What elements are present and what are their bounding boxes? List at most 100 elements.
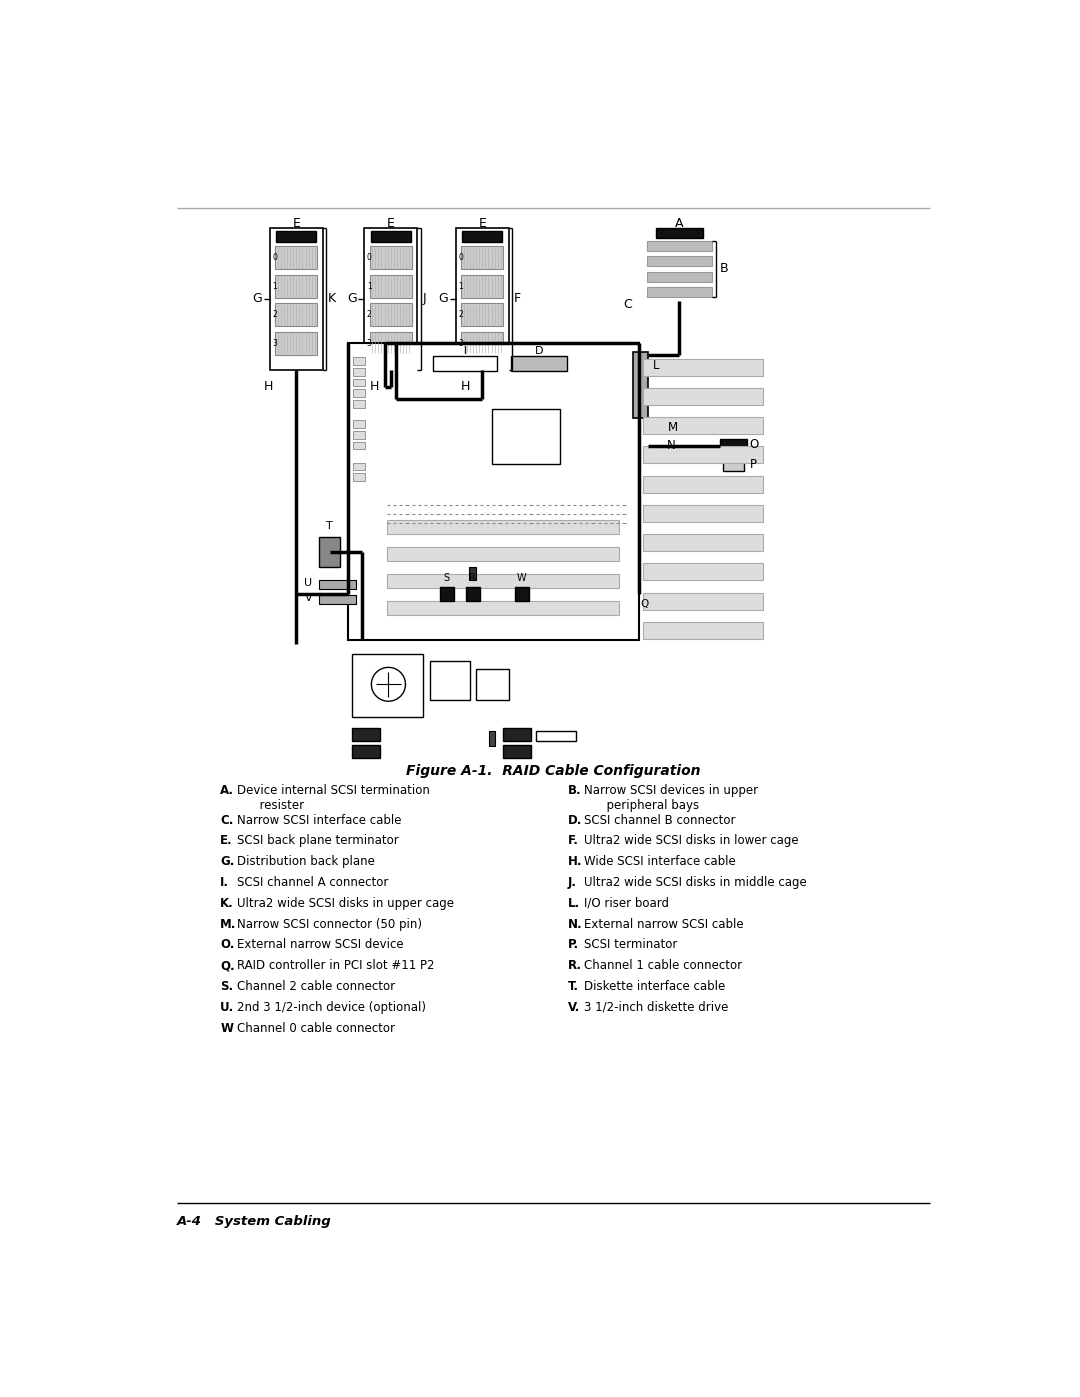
Text: V: V bbox=[305, 594, 312, 604]
Text: 2nd 3 1/2-inch device (optional): 2nd 3 1/2-inch device (optional) bbox=[238, 1000, 427, 1014]
Bar bbox=[353, 474, 365, 481]
Bar bbox=[656, 228, 703, 237]
Text: O: O bbox=[750, 439, 759, 451]
Bar bbox=[353, 358, 365, 365]
Bar bbox=[319, 538, 340, 567]
Bar bbox=[503, 728, 531, 742]
Bar bbox=[643, 388, 762, 405]
Bar bbox=[643, 622, 762, 638]
Bar bbox=[352, 745, 380, 759]
Text: H: H bbox=[264, 380, 273, 393]
Bar bbox=[461, 275, 503, 298]
Text: I.: I. bbox=[220, 876, 229, 888]
Bar bbox=[465, 587, 480, 601]
Bar bbox=[387, 574, 619, 588]
Bar bbox=[643, 534, 762, 550]
Bar bbox=[430, 661, 470, 700]
Text: Q.: Q. bbox=[220, 960, 234, 972]
Text: K.: K. bbox=[220, 897, 234, 909]
Bar bbox=[643, 359, 762, 376]
Bar bbox=[647, 256, 713, 267]
Text: B.: B. bbox=[567, 784, 581, 796]
Bar bbox=[348, 344, 638, 640]
Text: N: N bbox=[666, 439, 675, 453]
Text: Wide SCSI interface cable: Wide SCSI interface cable bbox=[584, 855, 737, 869]
Bar bbox=[270, 228, 323, 370]
Text: D.: D. bbox=[567, 813, 582, 827]
Bar bbox=[387, 520, 619, 534]
Text: G.: G. bbox=[220, 855, 234, 869]
Text: Channel 0 cable connector: Channel 0 cable connector bbox=[238, 1021, 395, 1035]
Text: G: G bbox=[438, 292, 448, 305]
Text: Ultra2 wide SCSI disks in upper cage: Ultra2 wide SCSI disks in upper cage bbox=[238, 897, 455, 909]
Bar bbox=[724, 461, 744, 471]
Text: Device internal SCSI termination
      resister: Device internal SCSI termination resiste… bbox=[238, 784, 430, 812]
Bar bbox=[462, 231, 502, 242]
Bar bbox=[456, 228, 509, 370]
Bar bbox=[647, 271, 713, 282]
Text: 1: 1 bbox=[367, 282, 372, 291]
Text: Narrow SCSI interface cable: Narrow SCSI interface cable bbox=[238, 813, 402, 827]
Bar bbox=[353, 432, 365, 439]
Bar bbox=[369, 246, 411, 270]
Text: 1: 1 bbox=[458, 282, 463, 291]
Text: N.: N. bbox=[567, 918, 582, 930]
Text: 3 1/2-inch diskette drive: 3 1/2-inch diskette drive bbox=[584, 1000, 729, 1014]
Text: A: A bbox=[675, 217, 684, 231]
Text: K: K bbox=[328, 292, 336, 305]
Text: Channel 2 cable connector: Channel 2 cable connector bbox=[238, 979, 395, 993]
Text: L: L bbox=[652, 359, 659, 372]
Bar bbox=[633, 352, 648, 418]
Text: SCSI back plane terminator: SCSI back plane terminator bbox=[238, 834, 399, 848]
Bar bbox=[491, 409, 559, 464]
Bar bbox=[536, 731, 576, 742]
Text: C: C bbox=[623, 298, 632, 312]
Text: H.: H. bbox=[567, 855, 582, 869]
Bar bbox=[353, 462, 365, 471]
Text: E: E bbox=[293, 217, 300, 231]
Bar bbox=[370, 231, 410, 242]
Text: P.: P. bbox=[567, 939, 579, 951]
Text: SCSI channel B connector: SCSI channel B connector bbox=[584, 813, 735, 827]
Text: O.: O. bbox=[220, 939, 234, 951]
Text: 3: 3 bbox=[367, 338, 372, 348]
Bar bbox=[643, 504, 762, 522]
Bar bbox=[511, 355, 567, 372]
Bar bbox=[369, 303, 411, 327]
Text: H: H bbox=[461, 380, 471, 393]
Text: G: G bbox=[253, 292, 262, 305]
Text: V.: V. bbox=[567, 1000, 580, 1014]
Text: W: W bbox=[220, 1021, 233, 1035]
Text: 0: 0 bbox=[458, 253, 463, 263]
Text: 1: 1 bbox=[272, 282, 276, 291]
Text: I: I bbox=[463, 345, 467, 355]
Text: 2: 2 bbox=[458, 310, 463, 319]
Text: U.: U. bbox=[220, 1000, 234, 1014]
Bar bbox=[275, 246, 318, 270]
Text: Diskette interface cable: Diskette interface cable bbox=[584, 979, 726, 993]
Bar bbox=[369, 331, 411, 355]
Text: Ultra2 wide SCSI disks in lower cage: Ultra2 wide SCSI disks in lower cage bbox=[584, 834, 799, 848]
Text: R: R bbox=[470, 573, 476, 583]
Text: Q: Q bbox=[640, 599, 649, 609]
Bar bbox=[476, 669, 509, 700]
Text: H: H bbox=[369, 380, 379, 393]
Text: RAID controller in PCI slot #11 P2: RAID controller in PCI slot #11 P2 bbox=[238, 960, 435, 972]
Text: S.: S. bbox=[220, 979, 233, 993]
Text: Narrow SCSI connector (50 pin): Narrow SCSI connector (50 pin) bbox=[238, 918, 422, 930]
Bar bbox=[364, 228, 417, 370]
Text: T: T bbox=[326, 521, 333, 531]
Bar bbox=[353, 367, 365, 376]
Bar bbox=[319, 595, 356, 605]
Text: External narrow SCSI cable: External narrow SCSI cable bbox=[584, 918, 744, 930]
Bar bbox=[353, 400, 365, 408]
Text: M.: M. bbox=[220, 918, 237, 930]
Text: External narrow SCSI device: External narrow SCSI device bbox=[238, 939, 404, 951]
Bar bbox=[319, 580, 356, 588]
Bar bbox=[275, 331, 318, 355]
Text: Figure A-1.  RAID Cable Configuration: Figure A-1. RAID Cable Configuration bbox=[406, 764, 701, 778]
Text: 2: 2 bbox=[367, 310, 372, 319]
Text: 0: 0 bbox=[367, 253, 372, 263]
Bar bbox=[469, 567, 476, 580]
Text: J.: J. bbox=[567, 876, 577, 888]
